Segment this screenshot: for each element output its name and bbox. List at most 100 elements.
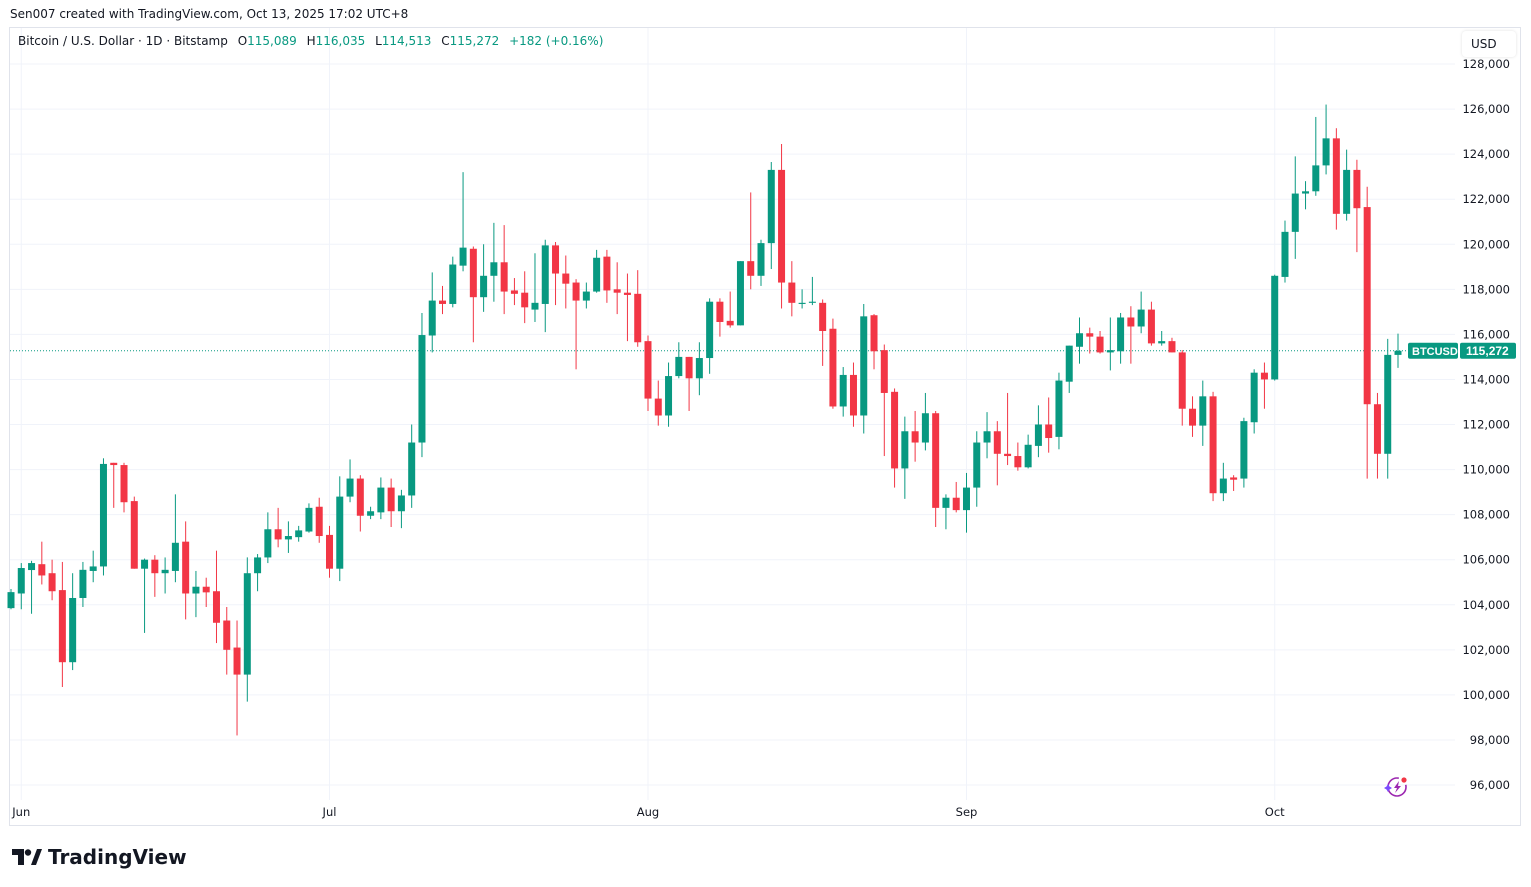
candle[interactable]	[459, 172, 467, 272]
candle[interactable]	[264, 512, 272, 564]
candle[interactable]	[377, 477, 385, 520]
candle[interactable]	[58, 561, 66, 687]
candle[interactable]	[171, 494, 179, 583]
candle[interactable]	[17, 563, 25, 610]
candle[interactable]	[1250, 369, 1258, 434]
candle[interactable]	[490, 222, 498, 302]
candle[interactable]	[336, 476, 344, 582]
candle[interactable]	[1086, 327, 1094, 354]
candle[interactable]	[1353, 159, 1361, 253]
candle[interactable]	[141, 558, 149, 633]
lightning-sparkle-icon[interactable]	[1384, 777, 1407, 797]
candle[interactable]	[1363, 186, 1371, 479]
candle[interactable]	[932, 410, 940, 528]
candle[interactable]	[254, 554, 262, 592]
candle[interactable]	[1373, 392, 1381, 479]
candle[interactable]	[1312, 116, 1320, 196]
candle[interactable]	[346, 459, 354, 503]
candle[interactable]	[48, 559, 56, 601]
candle[interactable]	[469, 246, 477, 343]
candle[interactable]	[521, 271, 529, 324]
candle[interactable]	[1106, 317, 1114, 371]
candle[interactable]	[685, 356, 693, 411]
candle[interactable]	[778, 143, 786, 309]
candle[interactable]	[562, 255, 570, 309]
candle[interactable]	[500, 225, 508, 315]
candle[interactable]	[7, 588, 15, 610]
candle[interactable]	[921, 392, 929, 451]
candle[interactable]	[654, 380, 662, 426]
candle[interactable]	[315, 497, 323, 543]
candle[interactable]	[38, 541, 46, 585]
candle[interactable]	[1045, 397, 1053, 453]
candle[interactable]	[552, 241, 560, 306]
candle[interactable]	[808, 276, 816, 306]
candle[interactable]	[757, 239, 765, 286]
candle[interactable]	[880, 344, 888, 457]
candle[interactable]	[993, 421, 1001, 486]
candle[interactable]	[623, 273, 631, 342]
candle[interactable]	[1014, 442, 1022, 471]
candle[interactable]	[161, 557, 169, 594]
candle[interactable]	[1343, 149, 1351, 221]
candle[interactable]	[192, 570, 200, 618]
candle[interactable]	[387, 478, 395, 528]
candle[interactable]	[767, 162, 775, 270]
candle[interactable]	[69, 573, 77, 671]
candle[interactable]	[1332, 128, 1340, 230]
candle[interactable]	[449, 256, 457, 308]
candle[interactable]	[212, 550, 220, 644]
candle[interactable]	[418, 312, 426, 458]
candle[interactable]	[1189, 396, 1197, 437]
candle[interactable]	[1199, 380, 1207, 446]
candle[interactable]	[942, 494, 950, 530]
candle[interactable]	[274, 507, 282, 548]
candle[interactable]	[151, 555, 159, 597]
symbol-title[interactable]: Bitcoin / U.S. Dollar · 1D · Bitstamp	[18, 34, 228, 48]
candle[interactable]	[439, 285, 447, 315]
candle[interactable]	[1209, 391, 1217, 502]
candle[interactable]	[716, 298, 724, 337]
candle[interactable]	[243, 557, 251, 702]
candle[interactable]	[1158, 330, 1166, 346]
candle[interactable]	[747, 192, 755, 290]
candle[interactable]	[1096, 330, 1104, 354]
candle[interactable]	[531, 253, 539, 322]
candle[interactable]	[1024, 434, 1032, 469]
candle[interactable]	[911, 410, 919, 462]
candle[interactable]	[860, 303, 868, 434]
candle[interactable]	[1219, 462, 1227, 502]
candle[interactable]	[1394, 333, 1402, 368]
candle[interactable]	[819, 299, 827, 366]
candle[interactable]	[182, 521, 190, 620]
candle[interactable]	[665, 362, 673, 427]
candle[interactable]	[870, 314, 878, 370]
candle[interactable]	[202, 577, 210, 608]
candle[interactable]	[1322, 104, 1330, 175]
candle[interactable]	[79, 561, 87, 608]
candle[interactable]	[295, 525, 303, 542]
candle[interactable]	[397, 489, 405, 529]
candle[interactable]	[952, 481, 960, 513]
candle[interactable]	[1271, 274, 1279, 381]
candle[interactable]	[962, 472, 970, 533]
candle[interactable]	[891, 388, 899, 488]
candle[interactable]	[644, 335, 652, 411]
candle[interactable]	[99, 458, 107, 576]
candle[interactable]	[829, 318, 837, 409]
candle[interactable]	[367, 506, 375, 520]
candle[interactable]	[233, 620, 241, 736]
candle[interactable]	[634, 270, 642, 347]
candle[interactable]	[480, 244, 488, 312]
candle[interactable]	[110, 462, 118, 508]
candle[interactable]	[1055, 372, 1063, 450]
candle[interactable]	[1281, 220, 1289, 283]
candle[interactable]	[839, 367, 847, 417]
candle[interactable]	[1168, 337, 1176, 353]
candle[interactable]	[541, 239, 549, 333]
candle[interactable]	[1302, 181, 1310, 210]
candle[interactable]	[408, 424, 416, 508]
candle[interactable]	[675, 342, 683, 379]
candle[interactable]	[983, 412, 991, 459]
